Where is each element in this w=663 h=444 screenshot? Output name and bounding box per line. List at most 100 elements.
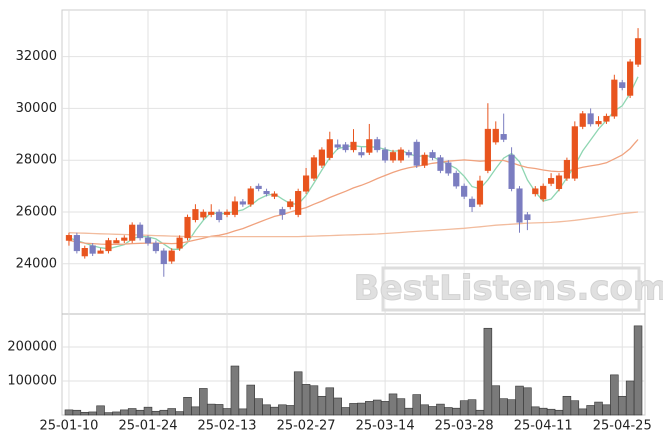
candle-body [532,188,539,195]
volume-bar [452,407,461,416]
candle-body [129,224,136,241]
candle-body [516,188,523,223]
candle-body [295,191,302,215]
y-tick-label: 200000 [7,339,57,354]
candle-body [216,211,223,221]
volume-bar [325,387,335,416]
volume-bar [104,412,113,416]
volume-bar [341,407,350,416]
candle-body [500,134,507,140]
volume-bar [112,411,121,416]
volume-bar [80,411,90,416]
candle-body [350,141,357,151]
volume-bar [483,327,493,416]
candle-body [476,180,484,205]
volume-bar [143,406,153,416]
volume-bar [459,400,469,416]
volume-bar [444,407,453,416]
volume-bar [365,401,374,416]
volume-bar [246,384,255,416]
moving-average-line [68,139,639,246]
volume-bar [436,403,445,416]
candle-body [579,113,586,127]
candle-body [263,191,270,195]
candle-body [318,149,325,166]
candle-body [461,185,468,197]
candle-body [271,193,278,197]
candle-body [358,152,365,156]
volume-bar [317,395,327,416]
candle-body [223,211,231,215]
volume-bar [594,401,603,416]
volume-bar [167,408,176,416]
y-tick-label: 24000 [16,256,57,271]
candle-body [429,152,436,158]
volume-bar [586,405,595,416]
candle-body [73,235,80,252]
volume-bar [120,409,129,416]
candle-body [152,242,159,252]
candle-body [627,61,634,96]
volume-bar [531,406,540,416]
candle-body [89,245,96,254]
candle-body [247,188,254,205]
volume-bar [554,409,564,416]
x-tick-label: 25-02-27 [277,419,336,434]
volume-bar [286,405,295,416]
candle-body [595,121,602,125]
volume-bar [357,402,366,416]
volume-bar [546,408,556,416]
volume-bar [388,393,398,416]
volume-bar [523,387,532,416]
x-tick-label: 25-04-11 [514,419,573,434]
candle-body [634,38,642,65]
volume-bar [88,411,97,416]
volume-bar [309,385,319,416]
volume-bar [499,398,508,416]
candle-body [105,240,112,252]
volume-bar [428,406,437,416]
volume-bar [538,407,548,416]
volume-bar [562,395,572,416]
y-tick-label: 30000 [16,101,57,116]
volume-bar [372,399,382,416]
volume-bar [610,374,619,416]
candle-body [563,159,571,179]
candle-body [310,157,318,179]
candle-body [326,139,333,158]
volume-bar [206,403,216,416]
candle-body [540,185,547,200]
candle-body [255,185,262,189]
y-tick-label: 100000 [7,373,57,388]
volume-bar [183,397,192,416]
candle-body [405,152,412,156]
volume-bar [270,406,279,416]
volume-bar [333,397,342,416]
candle-body [160,250,167,265]
candle-body [389,152,397,161]
candle-body [65,235,73,241]
volume-bar [222,408,232,416]
volume-bar [602,404,611,416]
candle-body [192,209,199,221]
candle-body [468,198,476,208]
volume-bar [96,405,105,416]
candle-body [81,248,88,257]
volume-bar [214,404,224,416]
candle-body [413,141,420,166]
volume-bar [199,388,208,416]
candle-body [453,172,460,187]
candle-body [231,201,239,215]
candle-body [571,126,578,179]
candle-body [374,139,381,151]
volume-bar [633,325,643,416]
candle-body [302,175,310,192]
candle-body [437,157,444,171]
candle-body [382,149,389,161]
volume-bar [151,410,161,416]
volume-bar [625,380,635,416]
candle-body [611,79,618,117]
volume-bar [349,403,358,416]
volume-bar [262,404,271,416]
candle-body [555,175,563,189]
